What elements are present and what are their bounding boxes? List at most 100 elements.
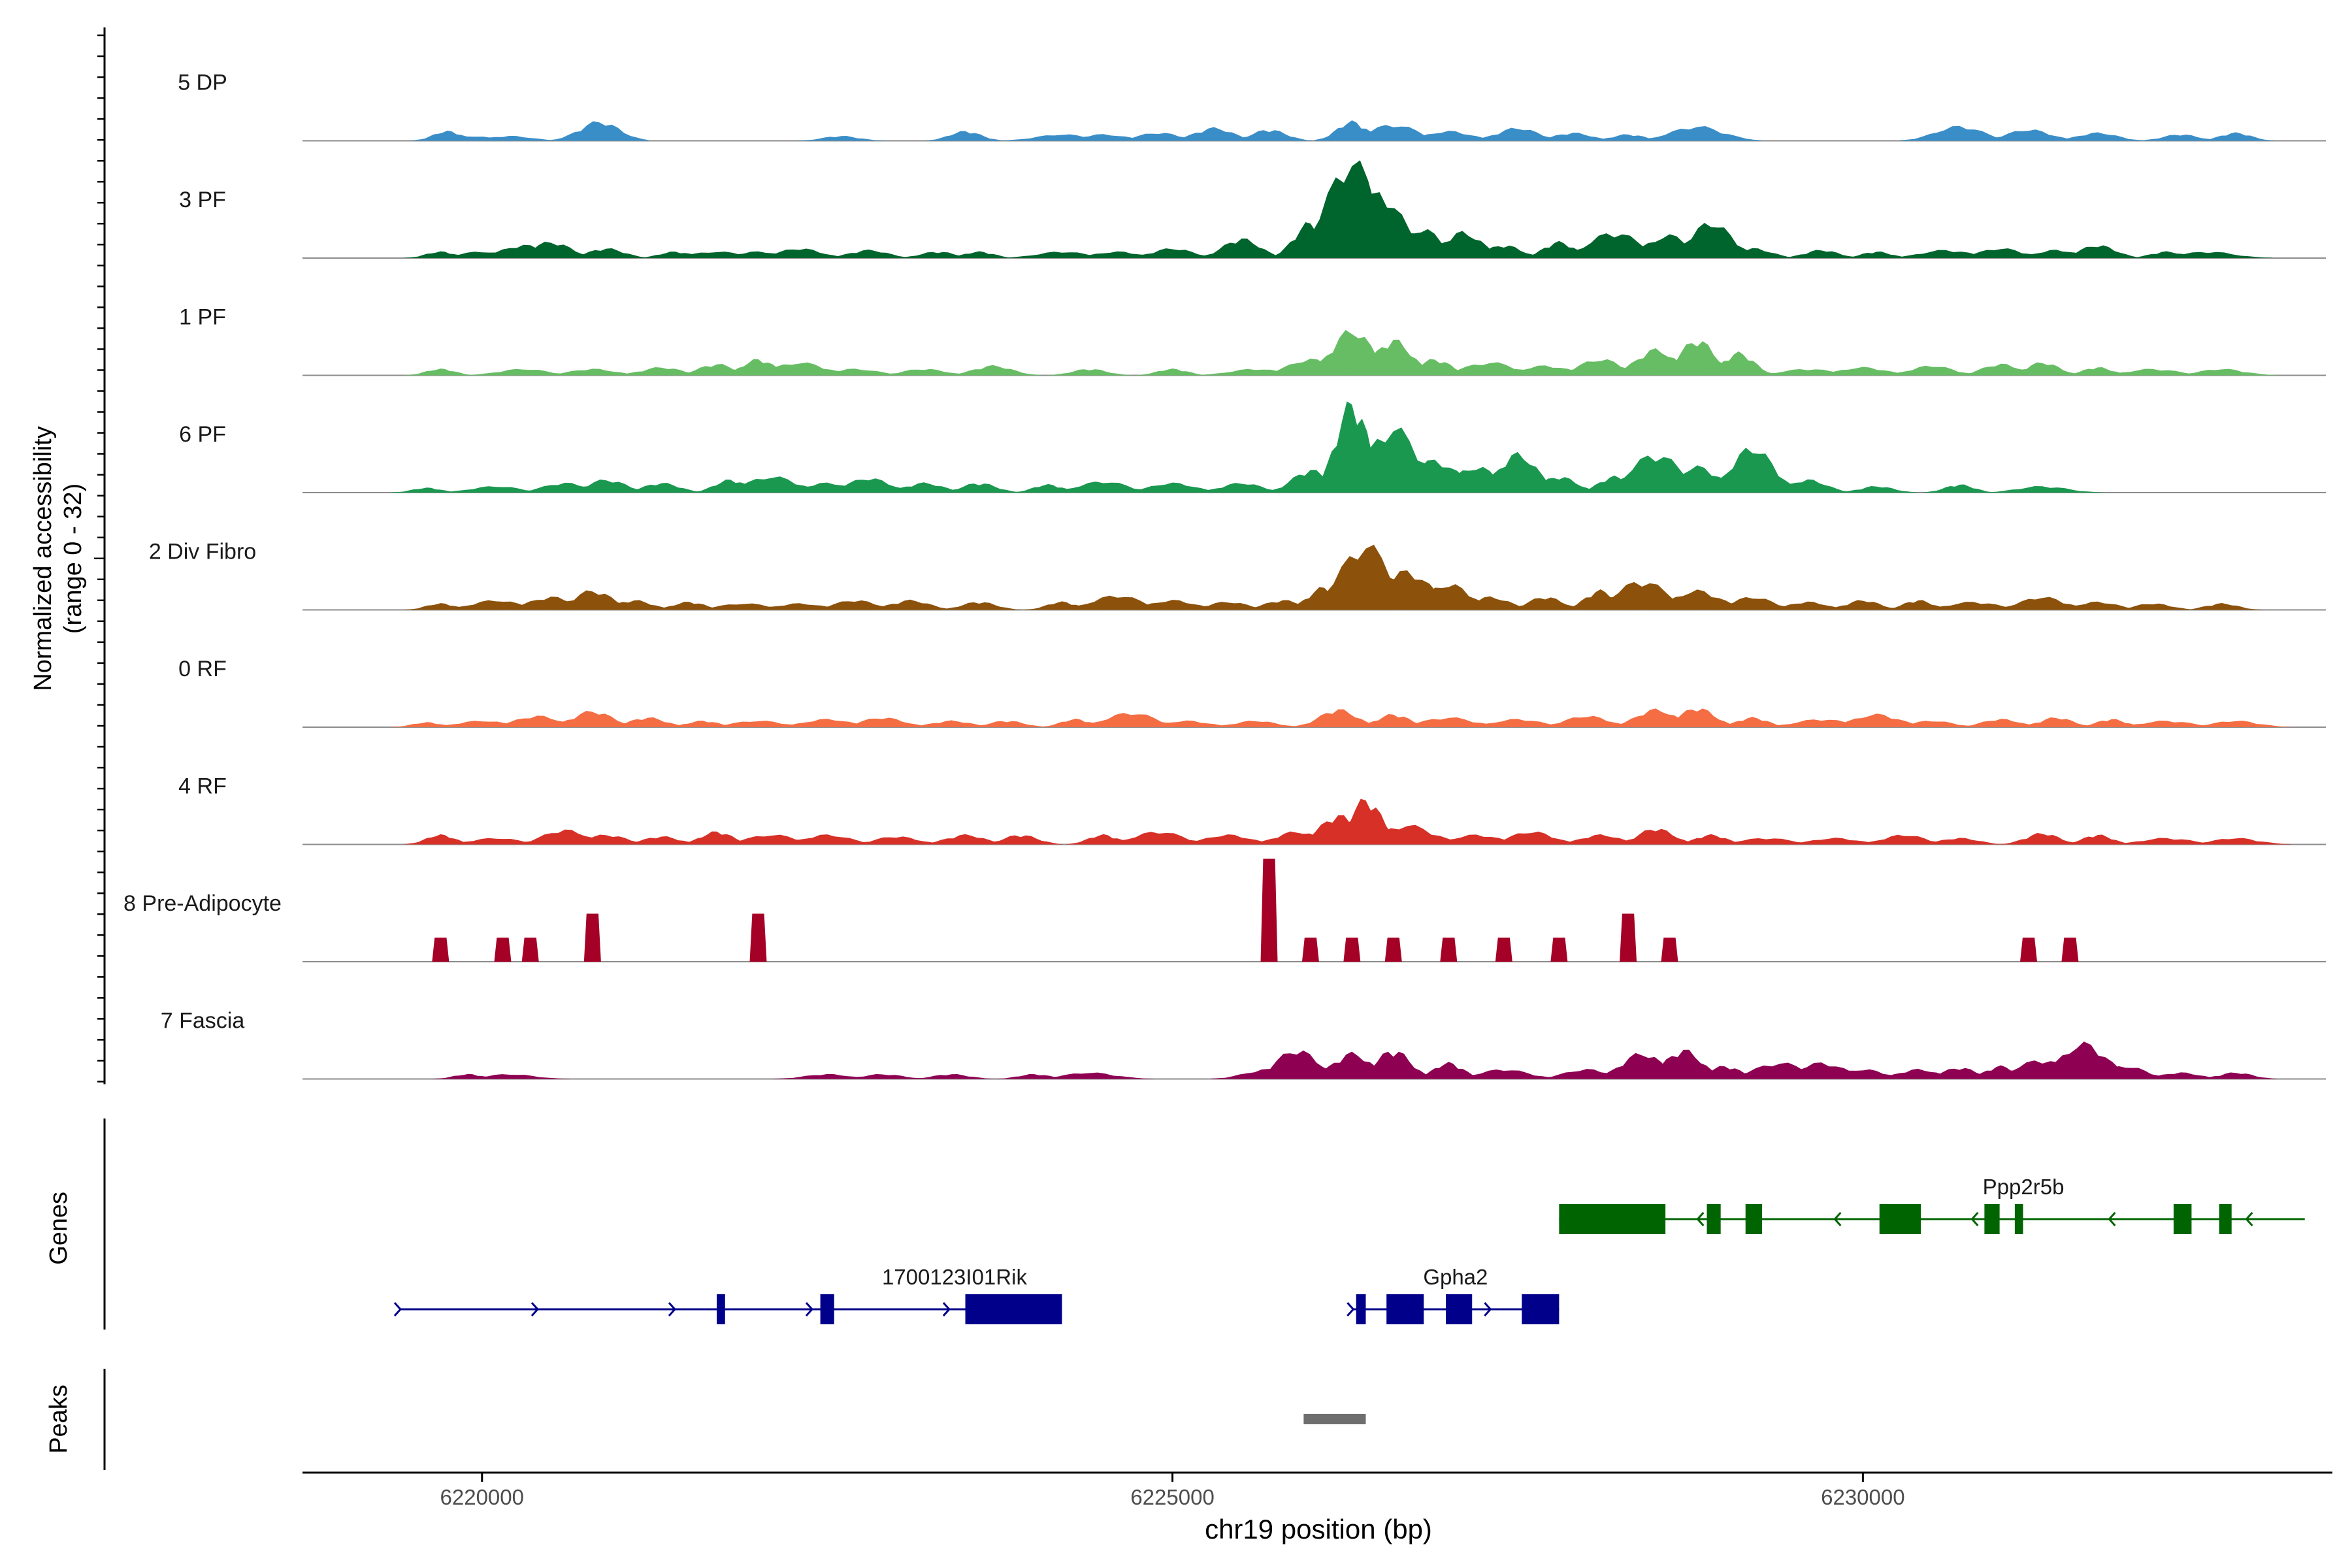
coverage-peak [463,368,584,376]
coverage-peak [2106,721,2228,727]
coverage-peak [2014,717,2099,727]
coverage-peak [617,836,706,845]
coverage-peak [542,711,642,727]
x-axis-title: chr19 position (bp) [1205,1514,1432,1544]
coverage-peak [926,131,1005,141]
coverage-peak [1880,721,1985,727]
track-label: 1 PF [179,305,226,330]
coverage-peak [1653,708,1741,727]
strand-arrow [2245,1211,2253,1227]
coverage-peak [2136,135,2225,141]
gene-exon [1745,1204,1763,1234]
coverage-peak [1392,131,1505,141]
coverage-peak [1460,245,1548,258]
coverage-track: 8 Pre-Adipocyte [123,858,2326,962]
genes-panel-label: Genes [45,1192,73,1265]
coverage-peak [589,600,679,610]
coverage-peak [2047,601,2148,610]
peaks-panel-label: Peaks [45,1384,73,1454]
coverage-peak [964,721,1049,727]
x-axis: 6220000 6225000 6230000 [302,1471,2332,1509]
coverage-peak [1532,715,1641,727]
coverage-peak [876,482,972,493]
coverage-peak [1130,720,1243,727]
coverage-peak [2092,368,2214,376]
track-label: 6 PF [179,422,226,447]
coverage-peak [2108,603,2198,610]
coverage-peak [501,242,601,258]
coverage-peak [904,720,1000,727]
coverage-peak [556,480,656,493]
coverage-peak [1411,1062,1486,1079]
strand-arrow [2108,1211,2116,1227]
coverage-peak [1672,834,1750,845]
strand-arrow [805,1301,813,1317]
coverage-peak [1226,130,1312,141]
strand-arrow [531,1301,539,1317]
coverage-peak [1026,1072,1153,1079]
coverage-peak [1700,596,1805,610]
coverage-peak [549,121,649,141]
coverage-peak [2133,1072,2228,1079]
strand-arrow [942,1301,951,1317]
track-label: 5 DP [178,71,227,95]
x-tick-label: 6225000 [1130,1485,1214,1509]
coverage-peak [1097,832,1220,845]
coverage-peak [603,717,693,727]
coverage-peak [1705,248,1800,258]
coverage-peak [843,836,949,845]
gene-exon [2219,1204,2232,1234]
coverage-peak [1190,483,1293,493]
y-axis-range: (range 0 - 32) [59,483,87,634]
coverage-peak [1047,369,1132,376]
coverage-peak [1347,339,1439,376]
coverage-peak [537,368,647,376]
track-label: 2 Div Fibro [149,540,256,564]
coverage-peak [815,478,922,493]
coverage-peak [391,487,463,493]
gene-model: 1700123I01Rik [393,1265,1062,1324]
gene-exon [1707,1204,1721,1234]
coverage-panel: 5 DP 3 PF 1 PF 6 PF 2 Div Fibro 0 RF 4 RF 8 Pre… [123,71,2326,1080]
track-label: 3 PF [179,188,226,212]
gene-model: Gpha2 [1347,1265,1560,1324]
coverage-peak [678,831,757,845]
coverage-peak [2061,938,2079,962]
x-tick-label: 6230000 [1821,1485,1904,1509]
coverage-peak [617,483,706,493]
coverage-peak [2048,132,2147,141]
coverage-track: 7 Fascia [161,1009,2326,1080]
coverage-peak [1637,1049,1729,1079]
gene-exon [1386,1294,1424,1324]
coverage-peak [1620,913,1637,962]
coverage-peak [1779,250,1863,258]
gene-model: Ppp2r5b [1559,1175,2305,1234]
coverage-peak [2166,368,2278,376]
coverage-peak [1135,368,1210,376]
coverage-peak [455,135,565,141]
coverage-peak [1260,858,1278,962]
coverage-peak [1760,479,1855,493]
coverage-peak [1442,1070,1565,1079]
coverage-peak [1974,129,2083,141]
coverage-peak [2181,603,2262,610]
coverage-peak [1501,597,1590,610]
coverage-peak [1700,351,1778,376]
coverage-track: 3 PF [179,160,2326,259]
coverage-peak [2020,938,2038,962]
gene-exon [1879,1204,1921,1234]
y-axis [94,27,106,1085]
gene-panel: Ppp2r5b 1700123I01Rik Gpha2 [103,1119,2305,1330]
strand-arrow [1970,1211,1979,1227]
coverage-peak [2144,252,2272,258]
coverage-peak [583,913,601,962]
strand-arrow [1696,1211,1705,1227]
coverage-peak [1204,721,1307,727]
coverage-peak [1632,126,1762,141]
coverage-peak [1700,448,1805,493]
coverage-peak [1840,252,1914,258]
coverage-peak [449,1074,570,1079]
coverage-peak [1342,825,1472,845]
coverage-track: 4 RF [178,774,2326,845]
gene-exon [1559,1204,1666,1234]
